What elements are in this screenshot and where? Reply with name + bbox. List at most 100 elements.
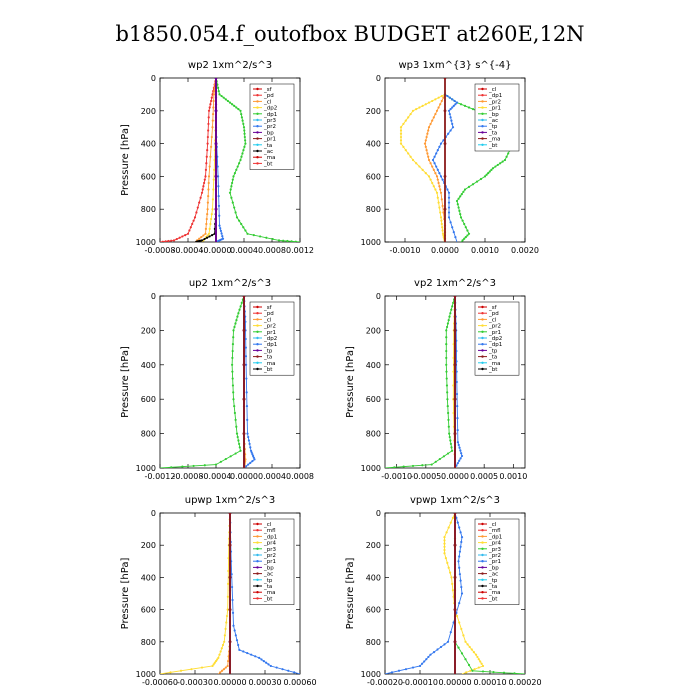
x-tick-label: -0.00030	[177, 678, 213, 687]
y-tick-label: 800	[366, 638, 381, 647]
series-point-tp	[245, 465, 248, 468]
y-tick-label: 800	[366, 205, 381, 214]
series-point-pr1	[434, 188, 437, 191]
legend-marker	[256, 336, 259, 340]
chart-title: vp2 1xm^2/s^3	[414, 278, 496, 289]
legend-marker	[481, 137, 484, 140]
series-point-dp2	[178, 236, 181, 239]
legend-marker	[256, 324, 259, 327]
series-point-dp2	[200, 191, 204, 194]
legend-entry: _pd	[263, 311, 274, 317]
y-tick-label: 800	[141, 205, 156, 214]
legend-marker	[256, 143, 259, 146]
series-point-pr1	[404, 119, 407, 122]
series-point-dp1	[448, 435, 451, 439]
series-point-tp	[459, 449, 462, 452]
legend-marker	[256, 522, 259, 526]
series-point-dp1	[237, 439, 240, 442]
series-point-pr1	[479, 660, 482, 663]
series-point-ac	[463, 104, 467, 107]
series-point-pr1	[441, 226, 444, 229]
legend-entry: _mfl	[263, 528, 276, 534]
legend-entry: _pr2	[263, 324, 276, 330]
series-point-bt	[453, 329, 457, 332]
series-point-bt	[453, 432, 457, 435]
y-tick-label: 400	[366, 140, 381, 149]
series-point-pr2	[213, 90, 216, 93]
series-point-ac	[462, 190, 465, 193]
series-group	[160, 296, 256, 468]
series-point-pr1	[438, 206, 441, 209]
series-point-tp	[460, 540, 463, 544]
series-point-tp	[457, 560, 460, 563]
legend-marker	[256, 553, 259, 557]
series-point-tp	[411, 666, 415, 669]
series-point-tp	[238, 648, 241, 651]
series-point-pr1	[224, 627, 227, 631]
series-point-pr3	[206, 234, 209, 237]
series-point-pr1	[441, 232, 445, 235]
legend-entry: _tp	[488, 124, 498, 130]
legend-marker	[256, 125, 259, 128]
series-point-ac	[494, 165, 497, 168]
series-point-pr1	[451, 516, 454, 519]
series-point-pr1	[230, 185, 233, 188]
series-line-tp	[385, 513, 463, 674]
series-point-tp	[443, 643, 446, 646]
legend-marker	[481, 106, 484, 109]
series-point-pr1	[473, 668, 476, 671]
series-point-pr3	[210, 217, 213, 221]
series-point-dp1	[214, 463, 218, 466]
y-tick-label: 1000	[361, 238, 381, 247]
series-point-pr1	[246, 232, 249, 235]
series-point-tp	[458, 573, 461, 576]
series-point-pr1	[451, 589, 454, 592]
chart-panel-1: wp2 1xm^2/s^3 Pressure [hPa] 0 200 400 600 800…	[120, 60, 314, 255]
series-point-ac	[459, 216, 463, 219]
series-point-pr1	[252, 234, 255, 237]
series-point-pr1	[229, 188, 232, 191]
series-point-dp1	[234, 418, 237, 421]
series-point-tp	[460, 585, 463, 589]
legend-entry: _dp1	[488, 93, 502, 99]
series-point-pr1	[240, 116, 243, 119]
y-tick-label: 0	[376, 74, 381, 83]
series-point-ac	[488, 170, 491, 173]
series-point-tp	[247, 439, 250, 442]
legend-entry: _bt	[263, 161, 273, 167]
legend-entry: _ac	[263, 572, 273, 578]
series-point-dp1	[239, 305, 242, 308]
series-point-pr2	[204, 232, 207, 235]
series-point-dp1	[234, 322, 237, 325]
legend-entry: _ta	[488, 584, 497, 590]
series-point-dp2	[172, 239, 176, 242]
legend-entry: _dp1	[263, 534, 277, 540]
series-point-ac	[461, 219, 464, 222]
series-point-tp	[251, 453, 254, 456]
series-point-pr1	[404, 149, 407, 152]
series-point-pr1	[222, 96, 225, 99]
series-point-dp1	[450, 446, 453, 449]
series-point-pr2	[424, 139, 427, 142]
series-point-dp1	[234, 452, 237, 455]
series-point-pr2	[442, 211, 445, 214]
series-point-pr1	[240, 112, 243, 116]
series-point-pr1	[441, 229, 444, 232]
series-point-tp	[245, 404, 249, 408]
series-point-pr3	[207, 232, 211, 235]
series-point-ta	[435, 165, 438, 168]
series-point-dp2	[203, 181, 206, 185]
series-point-pr1	[228, 101, 232, 104]
series-point-bt	[443, 142, 447, 146]
legend-entry: _dp1	[263, 112, 277, 118]
series-point-pr1	[230, 196, 233, 199]
page-title: b1850.054.f_outofbox BUDGET at260E,12N	[115, 22, 585, 46]
series-point-pr1	[474, 653, 478, 656]
x-tick-label: 0.00060	[283, 678, 316, 687]
series-point-dp1	[446, 322, 449, 325]
series-point-pr1	[227, 569, 230, 573]
legend-entry: _pr2	[488, 553, 501, 559]
series-point-tp	[397, 669, 401, 672]
series-line-pr2	[194, 78, 217, 242]
series-point-pr1	[239, 109, 242, 112]
